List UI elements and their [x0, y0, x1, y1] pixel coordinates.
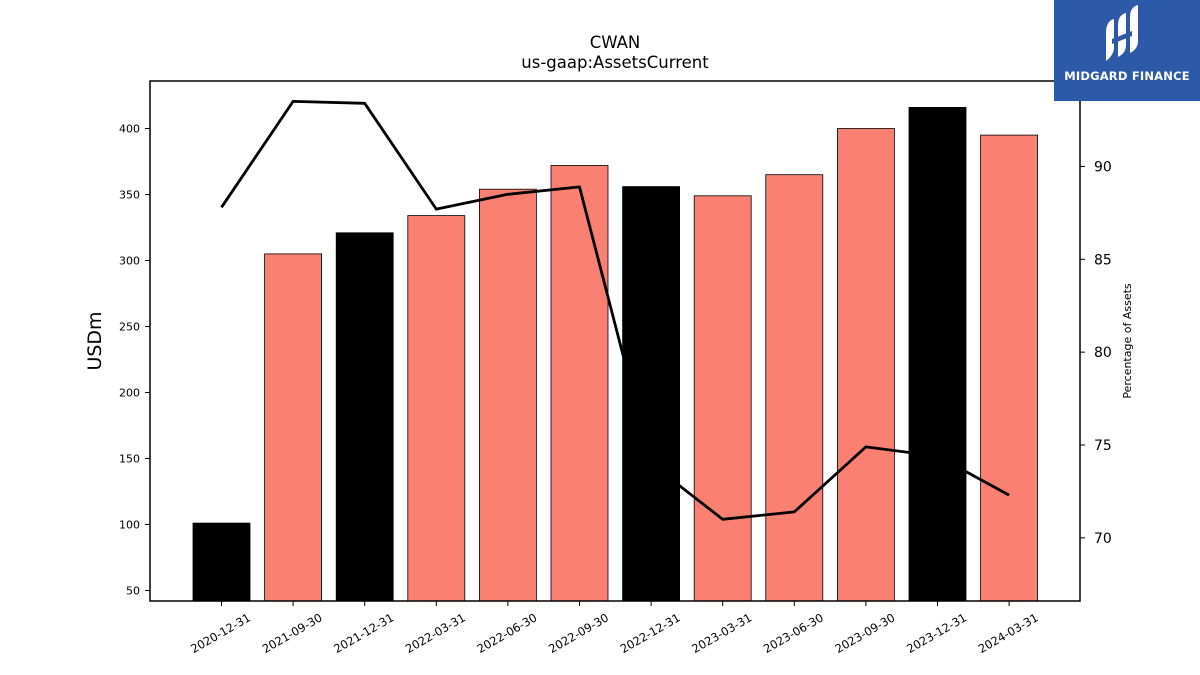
x-tick-label: 2023-03-31	[689, 610, 754, 656]
y-tick-label: 100	[119, 518, 140, 531]
chart-title: CWAN	[590, 33, 641, 52]
bar	[908, 107, 967, 602]
bar	[335, 232, 394, 602]
bar	[765, 174, 824, 602]
y2-tick-label: 85	[1094, 252, 1112, 268]
y-tick-label: 400	[119, 123, 140, 136]
bar	[478, 188, 537, 602]
bar	[693, 195, 752, 602]
brand-logo: MIDGARD FINANCE	[1054, 0, 1200, 101]
y-tick-label: 250	[119, 320, 140, 333]
y2-tick-label: 90	[1094, 159, 1112, 175]
line-group	[220, 100, 1010, 521]
y-tick-label: 150	[119, 452, 140, 465]
bar	[264, 253, 323, 602]
logo-text: MIDGARD FINANCE	[1064, 69, 1190, 83]
y-tick-label: 350	[119, 189, 140, 202]
x-tick-label: 2022-06-30	[475, 610, 540, 656]
y-tick-label: 50	[126, 584, 140, 597]
y-tick-label: 300	[119, 254, 140, 267]
y-axis-label: USDm	[84, 311, 106, 370]
line-series	[220, 100, 1010, 521]
bar	[192, 522, 251, 602]
chart-subtitle: us-gaap:AssetsCurrent	[521, 53, 709, 72]
x-tick-label: 2021-12-31	[331, 610, 396, 656]
bar	[837, 128, 895, 602]
x-tick-label: 2023-06-30	[761, 610, 826, 656]
x-tick-label: 2020-12-31	[188, 610, 253, 656]
x-tick-label: 2024-03-31	[976, 610, 1041, 656]
x-tick-label: 2023-12-31	[904, 610, 969, 656]
y-tick-label: 200	[119, 386, 140, 399]
x-tick-label: 2021-09-30	[260, 610, 325, 656]
bar	[980, 134, 1038, 602]
plot-frame	[149, 80, 1081, 602]
x-tick-label: 2022-09-30	[546, 610, 611, 656]
midgard-logo-icon	[1106, 5, 1138, 61]
y2-axis-label: Percentage of Assets	[1121, 283, 1134, 399]
y2-tick-label: 80	[1094, 345, 1112, 361]
bar	[407, 215, 466, 602]
x-tick-label: 2022-03-31	[403, 610, 468, 656]
y2-tick-label: 75	[1094, 438, 1112, 454]
bar	[622, 186, 680, 602]
bar-group	[192, 107, 1038, 602]
x-tick-label: 2022-12-31	[618, 610, 683, 656]
x-tick-label: 2023-09-30	[833, 610, 898, 656]
y2-tick-label: 70	[1094, 531, 1112, 547]
bar	[550, 165, 609, 602]
